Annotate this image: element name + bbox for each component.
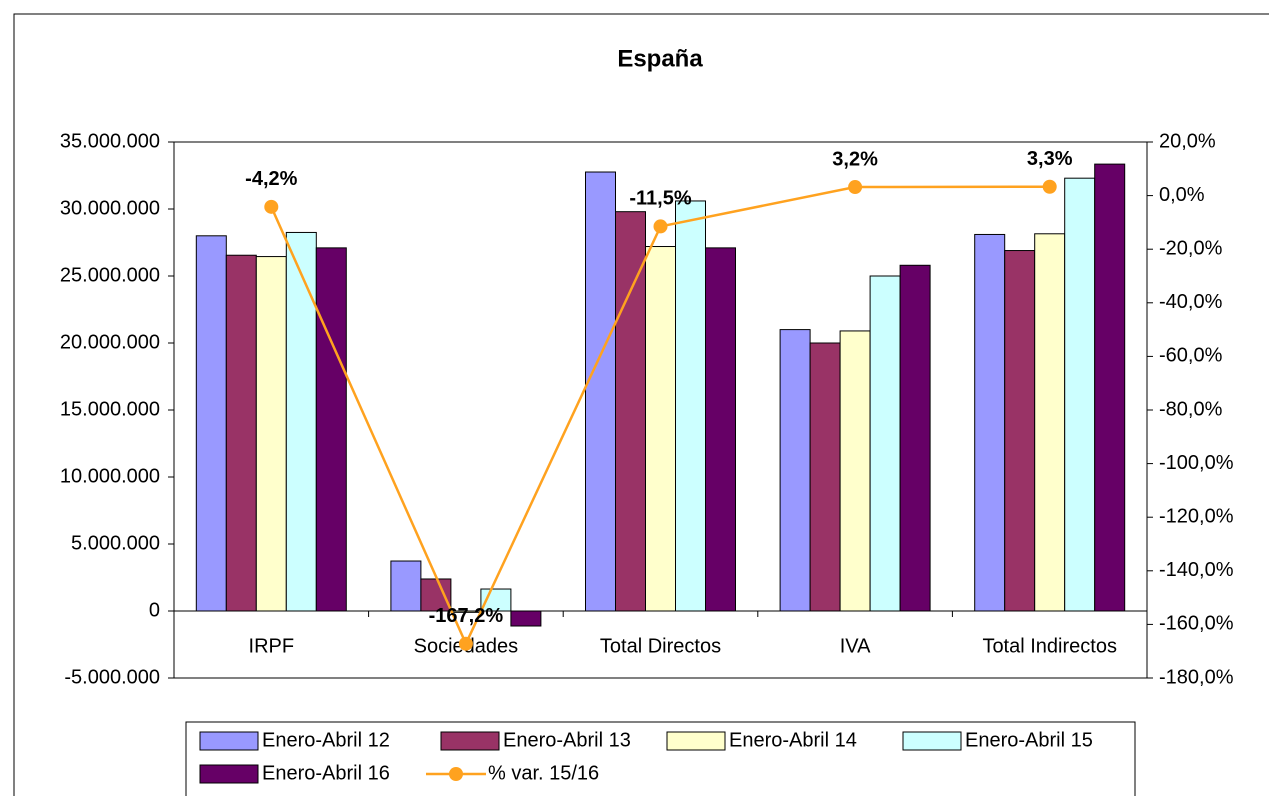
- bar: [390, 560, 422, 612]
- x-tick-label: Total Directos: [600, 635, 721, 657]
- bar: [809, 342, 841, 612]
- y2-tick-label: -20,0%: [1159, 237, 1223, 259]
- bar: [285, 231, 317, 612]
- bar: [255, 256, 287, 612]
- bar: [615, 211, 646, 612]
- legend-label: % var. 15/16: [488, 762, 599, 784]
- legend-swatch: [199, 764, 259, 784]
- bar: [675, 200, 706, 612]
- bar: [1004, 250, 1036, 612]
- y2-tick-label: -140,0%: [1159, 559, 1234, 581]
- legend-swatch: [440, 731, 500, 751]
- y2-tick-label: -100,0%: [1159, 452, 1234, 474]
- legend-label: Enero-Abril 13: [503, 729, 631, 751]
- bar: [315, 247, 347, 612]
- line-marker: [848, 180, 863, 195]
- bar: [705, 247, 736, 612]
- y-tick-label: 15.000.000: [60, 398, 160, 420]
- data-label: -11,5%: [629, 188, 691, 210]
- legend-swatch: [666, 731, 726, 751]
- y2-tick-label: 20,0%: [1159, 130, 1216, 152]
- bar: [974, 233, 1006, 612]
- x-tick-label: IVA: [840, 635, 871, 657]
- legend-label: Enero-Abril 16: [262, 762, 390, 784]
- x-tick-label: Total Indirectos: [982, 635, 1117, 657]
- bar: [1034, 233, 1066, 612]
- y2-tick-label: -180,0%: [1159, 666, 1234, 688]
- bar: [645, 246, 676, 612]
- bar: [225, 254, 257, 612]
- bar: [420, 578, 452, 612]
- y-tick-label: 30.000.000: [60, 197, 160, 219]
- y2-tick-label: 0,0%: [1159, 184, 1205, 206]
- data-label: 3,3%: [1027, 148, 1073, 170]
- y-tick-label: 5.000.000: [71, 532, 160, 554]
- legend-marker: [449, 767, 463, 781]
- legend-label: Enero-Abril 14: [729, 729, 857, 751]
- line-marker: [264, 199, 279, 214]
- y-tick-label: 35.000.000: [60, 130, 160, 152]
- line-marker: [653, 219, 668, 234]
- y2-tick-label: -80,0%: [1159, 398, 1223, 420]
- legend-label: Enero-Abril 15: [965, 729, 1093, 751]
- y-tick-label: 25.000.000: [60, 264, 160, 286]
- y-tick-label: 20.000.000: [60, 331, 160, 353]
- bar: [510, 610, 542, 627]
- y2-tick-label: -160,0%: [1159, 613, 1234, 635]
- legend-swatch: [902, 731, 962, 751]
- legend-label: Enero-Abril 12: [262, 729, 390, 751]
- bar: [899, 264, 931, 612]
- bar: [779, 329, 811, 612]
- line-marker: [1042, 179, 1057, 194]
- bar: [195, 235, 227, 612]
- data-label: 3,2%: [832, 148, 878, 170]
- y-tick-label: -5.000.000: [64, 666, 160, 688]
- y2-tick-label: -60,0%: [1159, 345, 1223, 367]
- line-marker: [458, 636, 473, 651]
- y-tick-label: 0: [149, 599, 160, 621]
- data-label: -4,2%: [245, 168, 297, 190]
- y2-tick-label: -120,0%: [1159, 505, 1234, 527]
- legend-box: [185, 721, 1136, 796]
- legend-swatch: [199, 731, 259, 751]
- chart-title: España: [617, 45, 703, 72]
- data-label: -167,2%: [429, 605, 504, 627]
- bar: [1094, 163, 1126, 612]
- y2-tick-label: -40,0%: [1159, 291, 1223, 313]
- y-tick-label: 10.000.000: [60, 465, 160, 487]
- x-tick-label: IRPF: [249, 635, 295, 657]
- bar: [839, 330, 871, 612]
- bar: [1064, 177, 1096, 612]
- bar: [869, 275, 901, 612]
- bar: [585, 171, 616, 612]
